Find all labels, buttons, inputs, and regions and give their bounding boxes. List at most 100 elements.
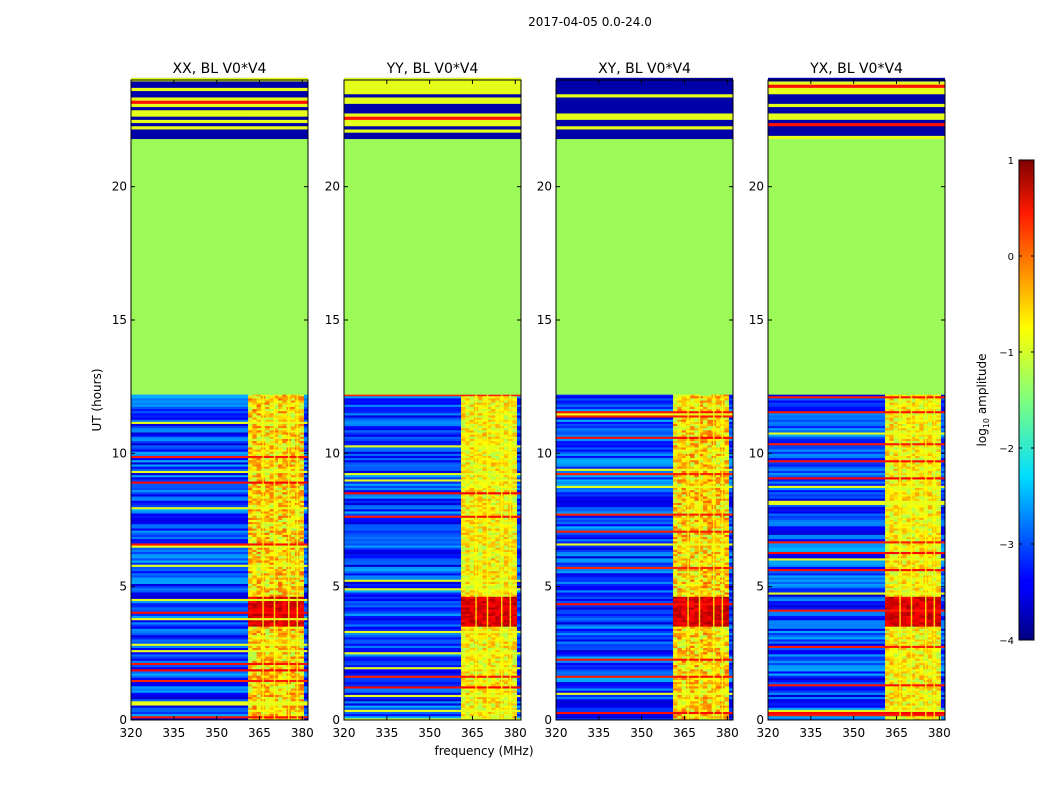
heatmap-cell (256, 417, 262, 420)
heatmap-cell (469, 510, 475, 514)
heatmap-cell (344, 517, 462, 520)
heatmap-cell (299, 589, 305, 593)
heatmap-cell (478, 621, 483, 625)
heatmap-cell (491, 606, 496, 610)
heatmap-cell (252, 434, 257, 437)
heatmap-cell (256, 538, 262, 542)
heatmap-cell (282, 592, 287, 595)
heatmap-cell (515, 491, 521, 495)
heatmap-cell (256, 677, 262, 680)
heatmap-cell (482, 549, 488, 552)
heatmap-cell (131, 600, 249, 604)
heatmap-cell (131, 592, 249, 595)
heatmap-cell (131, 419, 249, 422)
heatmap-cell (515, 705, 521, 708)
heatmap-cell (461, 662, 466, 666)
heatmap-cell (302, 406, 308, 410)
heatmap-cell (131, 696, 249, 700)
heatmap-cell (486, 478, 492, 482)
heatmap-cell (252, 449, 257, 452)
heatmap-cell (503, 692, 509, 695)
heatmap-cell (491, 438, 496, 442)
heatmap-cell (269, 717, 275, 721)
heatmap-cell (269, 626, 275, 629)
heatmap-cell (461, 438, 466, 442)
heatmap-cell (344, 464, 462, 467)
heatmap-cell (252, 502, 257, 506)
heatmap-cell (265, 421, 270, 424)
heatmap-cell (302, 412, 308, 416)
heatmap-cell (486, 451, 492, 454)
x-tick-label: 350 (205, 726, 228, 740)
heatmap-cell (491, 664, 496, 668)
heatmap-cell (282, 429, 287, 433)
heatmap-cell (491, 645, 496, 648)
heatmap-cell (273, 553, 279, 557)
heatmap-cell (248, 466, 253, 469)
heatmap-cell (486, 564, 492, 567)
heatmap-cell (503, 562, 509, 565)
heatmap-cell (252, 532, 257, 535)
heatmap-cell (273, 566, 279, 570)
heatmap-cell (465, 656, 470, 659)
heatmap-cell (269, 615, 275, 619)
heatmap-cell (486, 643, 492, 646)
heatmap-cell (299, 508, 305, 512)
heatmap-cell (482, 487, 488, 491)
heatmap-cell (248, 404, 253, 407)
heatmap-cell (512, 472, 518, 476)
heatmap-cell (491, 432, 496, 435)
heatmap-cell (302, 715, 308, 719)
heatmap-cell (299, 393, 305, 397)
heatmap-cell (469, 412, 475, 416)
heatmap-cell (282, 521, 287, 525)
heatmap-cell (478, 536, 483, 540)
heatmap-cell (486, 579, 492, 582)
heatmap-cell (282, 692, 287, 695)
heatmap-cell (465, 713, 470, 717)
heatmap-cell (515, 472, 521, 476)
heatmap-cell (495, 638, 500, 642)
heatmap-cell (491, 513, 496, 516)
heatmap-cell (256, 504, 262, 508)
heatmap-cell (273, 651, 279, 655)
heatmap-cell (248, 414, 253, 418)
heatmap-cell (256, 606, 262, 610)
heatmap-cell (465, 579, 470, 582)
heatmap-cell (344, 624, 462, 627)
heatmap-cell (248, 570, 253, 574)
heatmap-cell (465, 532, 470, 535)
heatmap-cell (344, 472, 462, 476)
heatmap-cell (302, 641, 308, 644)
heatmap-cell (256, 545, 262, 548)
heatmap-cell (248, 508, 253, 512)
heatmap-cell (512, 717, 518, 721)
heatmap-cell (248, 444, 253, 448)
heatmap-cell (512, 660, 518, 663)
heatmap-cell (461, 579, 466, 582)
heatmap-cell (344, 483, 462, 486)
heatmap-cell (131, 675, 249, 678)
heatmap-cell (299, 472, 305, 476)
heatmap-cell (469, 709, 475, 712)
heatmap-cell (252, 525, 257, 529)
heatmap-cell (515, 670, 521, 674)
heatmap-cell (302, 707, 308, 710)
heatmap-cell (495, 632, 500, 636)
heatmap-cell (461, 685, 466, 689)
heatmap-cell (278, 634, 283, 638)
heatmap-cell (469, 457, 475, 461)
heatmap-cell (282, 536, 287, 540)
heatmap-cell (495, 549, 500, 552)
heatmap-cell (248, 594, 253, 597)
heatmap-cell (469, 643, 475, 646)
heatmap-cell (465, 487, 470, 491)
heatmap-cell (252, 574, 257, 578)
heatmap-cell (461, 493, 466, 497)
heatmap-cell (278, 692, 283, 695)
heatmap-cell (252, 717, 257, 721)
heatmap-cell (131, 129, 308, 133)
heatmap-cell (252, 577, 257, 580)
heatmap-cell (515, 478, 521, 482)
heatmap-cell (248, 432, 253, 435)
